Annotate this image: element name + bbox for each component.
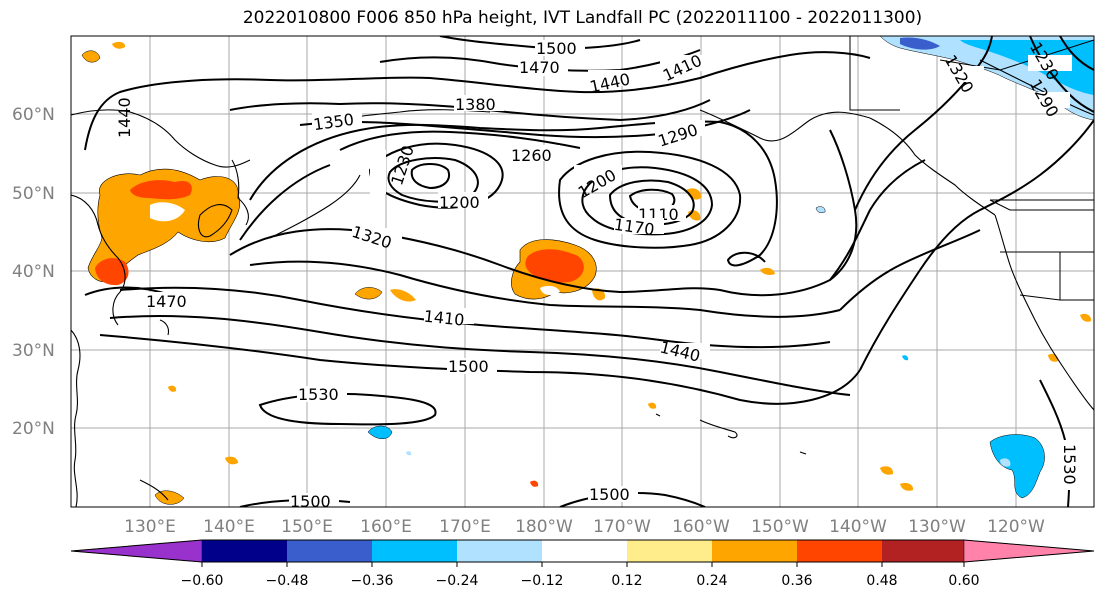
lon-label: 140°E: [203, 517, 255, 537]
colorbar-tick-label: 0.48: [866, 573, 897, 589]
lat-label: 30°N: [12, 341, 55, 361]
contour-label: 1410: [423, 307, 465, 330]
lon-label: 170°E: [439, 517, 491, 537]
colorbar-segment: [797, 540, 882, 562]
colorbar-segment: [542, 540, 627, 562]
contour-label: 1500: [589, 485, 630, 504]
contour-label: 1530: [1060, 444, 1079, 485]
contour-label: 1200: [439, 193, 480, 212]
contour-label: 1440: [115, 97, 134, 138]
lon-label: 160°W: [672, 517, 730, 537]
borders: [849, 36, 1094, 301]
lat-label: 60°N: [12, 105, 55, 125]
lon-label: 140°W: [829, 517, 887, 537]
longitude-labels: 130°E 140°E 150°E 160°E 170°E 180°W 170°…: [124, 517, 1045, 537]
colorbar-segment: [712, 540, 797, 562]
colorbar-segment: [627, 540, 712, 562]
contour-label: 1260: [511, 146, 552, 165]
latitude-labels: 60°N 50°N 40°N 30°N 20°N: [12, 105, 55, 439]
colorbar-tick-label: 0.12: [611, 573, 642, 589]
colorbar-segment: [202, 540, 287, 562]
lon-label: 170°W: [593, 517, 651, 537]
colorbar-segment: [372, 540, 457, 562]
colorbar-segment: [287, 540, 372, 562]
contour-label: 1470: [146, 292, 187, 311]
colorbar-tick-label: −0.12: [521, 573, 564, 589]
lat-label: 50°N: [12, 184, 55, 204]
colorbar-tick-label: 0.36: [781, 573, 812, 589]
ivt-shading: [81, 36, 1094, 505]
contour-label: 1500: [448, 357, 489, 376]
lon-label: 120°W: [987, 517, 1045, 537]
colorbar-tick-label: 0.24: [696, 573, 727, 589]
colorbar-extend-max: [963, 539, 1095, 563]
colorbar-tick-label: −0.36: [351, 573, 394, 589]
lat-label: 20°N: [12, 419, 55, 439]
colorbar-tick-label: −0.48: [266, 573, 309, 589]
lon-label: 150°E: [281, 517, 333, 537]
colorbar-extend-min: [70, 539, 203, 563]
contour-label: 1470: [519, 58, 560, 77]
contour-label: 1380: [455, 95, 496, 114]
colorbar-tick-label: 0.60: [948, 573, 979, 589]
lon-label: 150°W: [751, 517, 809, 537]
map-frame: [70, 35, 1095, 508]
colorbar: −0.60 −0.48 −0.36 −0.24 −0.12 0.12 0.24 …: [70, 539, 1095, 589]
coastlines: [71, 59, 1094, 507]
contour-label: 1500: [536, 39, 577, 58]
colorbar-segment: [882, 540, 964, 562]
lat-label: 40°N: [12, 262, 55, 282]
map-title: 2022010800 F006 850 hPa height, IVT Land…: [242, 8, 923, 28]
contour-labels: 1500 1470 1440 1410 1350 1380 1290 1260 …: [96, 39, 1079, 511]
contour-label: 1530: [298, 385, 339, 404]
colorbar-tick-label: −0.24: [436, 573, 479, 589]
colorbar-tick-label: −0.60: [181, 573, 224, 589]
contour-label: 1500: [290, 492, 331, 511]
lon-label: 130°E: [124, 517, 176, 537]
lon-label: 130°W: [908, 517, 966, 537]
lon-label: 160°E: [360, 517, 412, 537]
lon-label: 180°W: [515, 517, 573, 537]
colorbar-segment: [457, 540, 542, 562]
